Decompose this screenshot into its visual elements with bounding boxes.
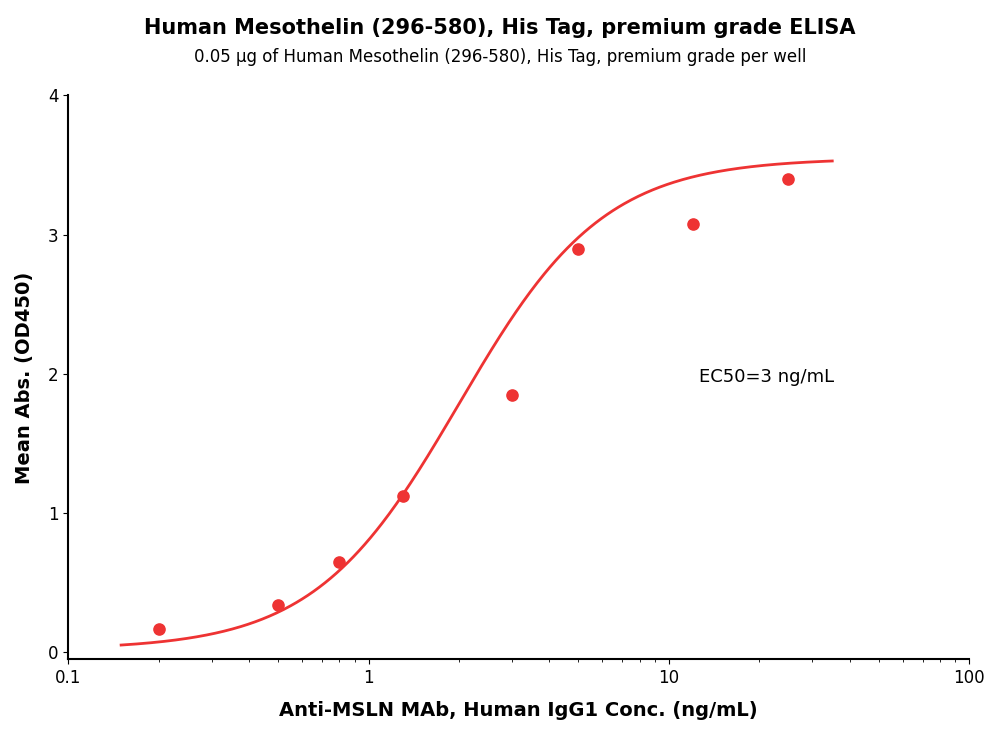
X-axis label: Anti-MSLN MAb, Human IgG1 Conc. (ng/mL): Anti-MSLN MAb, Human IgG1 Conc. (ng/mL) [279,701,758,720]
Point [570,243,586,254]
Point [395,490,411,502]
Text: Human Mesothelin (296-580), His Tag, premium grade ELISA: Human Mesothelin (296-580), His Tag, pre… [144,18,856,38]
Point [504,389,520,401]
Point [151,623,167,634]
Point [780,173,796,185]
Text: 0.05 μg of Human Mesothelin (296-580), His Tag, premium grade per well: 0.05 μg of Human Mesothelin (296-580), H… [194,48,806,65]
Point [331,556,347,568]
Point [685,218,701,229]
Y-axis label: Mean Abs. (OD450): Mean Abs. (OD450) [15,271,34,484]
Point [270,599,286,611]
Text: EC50=3 ng/mL: EC50=3 ng/mL [699,368,834,387]
